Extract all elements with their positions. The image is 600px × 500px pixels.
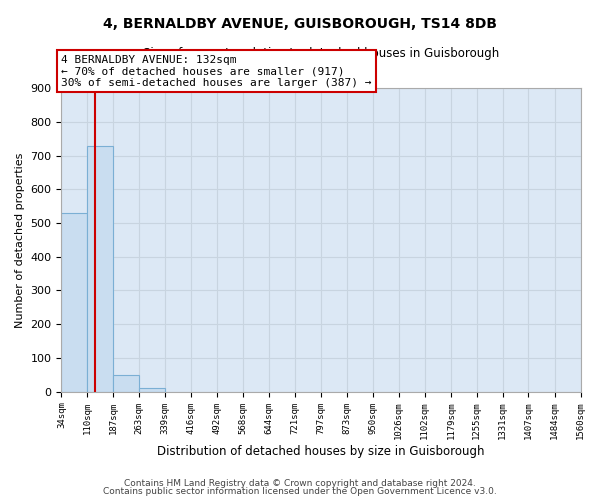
Bar [87,146,113,392]
Y-axis label: Number of detached properties: Number of detached properties [15,152,25,328]
Bar [61,213,87,392]
Bar [113,374,139,392]
Text: 4, BERNALDBY AVENUE, GUISBOROUGH, TS14 8DB: 4, BERNALDBY AVENUE, GUISBOROUGH, TS14 8… [103,18,497,32]
Text: 4 BERNALDBY AVENUE: 132sqm
← 70% of detached houses are smaller (917)
30% of sem: 4 BERNALDBY AVENUE: 132sqm ← 70% of deta… [61,55,372,88]
Title: Size of property relative to detached houses in Guisborough: Size of property relative to detached ho… [143,48,499,60]
Text: Contains public sector information licensed under the Open Government Licence v3: Contains public sector information licen… [103,487,497,496]
Text: Contains HM Land Registry data © Crown copyright and database right 2024.: Contains HM Land Registry data © Crown c… [124,478,476,488]
X-axis label: Distribution of detached houses by size in Guisborough: Distribution of detached houses by size … [157,444,485,458]
Bar [139,388,165,392]
